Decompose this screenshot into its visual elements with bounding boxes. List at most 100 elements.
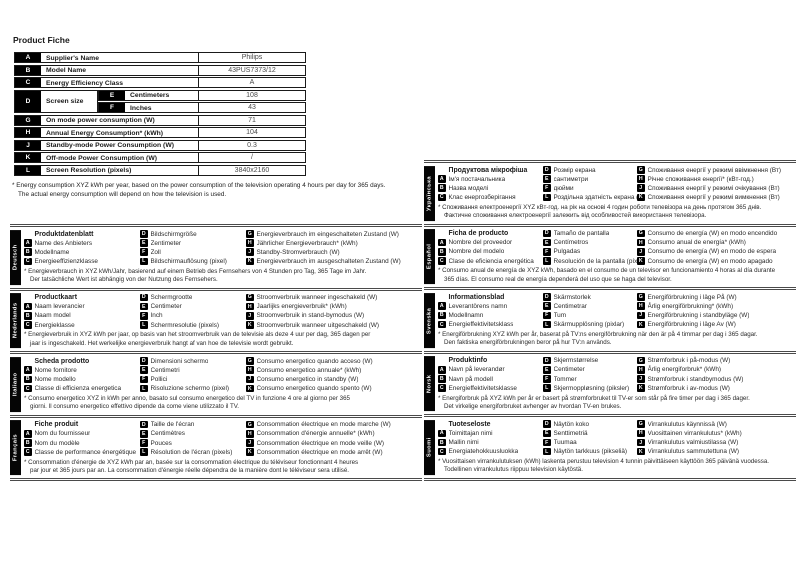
key-badge: B (438, 248, 446, 256)
section-columns: Продуктова мікрофіша A Ім'я постачальника B… (438, 166, 796, 203)
key-badge: D (543, 356, 551, 365)
key-badge: B (24, 375, 32, 384)
section-col1: Продуктова мікрофіша A Ім'я постачальника B… (438, 166, 543, 203)
list-item: F Tommer (543, 375, 637, 384)
row-value: 104 (198, 128, 305, 137)
entry-label: Клас енергозберігання (448, 194, 516, 202)
entry-label: Consommation d'énergie annuelle* (kWh) (256, 430, 375, 438)
entry-label: Classe di efficienza energetica (34, 385, 122, 393)
section-footnote-line1: * Consommation d'énergie de XYZ kWh par … (24, 458, 359, 466)
section-col1: Produktdatenblatt A Name des Anbieters B Mod… (24, 230, 140, 267)
key-badge: K (637, 384, 645, 392)
screen-size-subrows: E Centimeters 108 F Inches 43 (98, 89, 306, 113)
language-section-right-4: Suomi Tuoteseloste A Toimittajan nimi B Malli… (424, 414, 796, 478)
entry-label: Clase de eficiencia energética (448, 257, 534, 265)
section-columns: Produktinfo A Navn på leverandør B Navn på m… (438, 356, 796, 393)
row-key-badge: D (15, 90, 41, 112)
list-item: C Classe di efficienza energetica (24, 384, 140, 393)
key-badge: J (637, 248, 645, 256)
row-key-badge: L (15, 165, 41, 175)
list-item: J Standby-Stromverbrauch (W) (246, 248, 422, 257)
section-footnote-line2: Den faktiska energiförbrukningen beror p… (444, 339, 612, 347)
entry-label: Taille de l'écran (150, 421, 195, 429)
section-col1: Scheda prodotto A Nome fornitore B Nome mode… (24, 357, 140, 394)
key-badge: D (543, 229, 551, 238)
list-item: E Centimetrar (543, 302, 637, 311)
list-item: J Consumo de energía (W) en modo de esper… (637, 247, 796, 256)
section-col2: D Bildschirmgröße E Zentimeter F Zoll L Bildsch… (140, 230, 246, 267)
entry-label: Jaarlijks energieverbruik* (kWh) (256, 303, 347, 311)
key-badge: A (24, 239, 32, 247)
list-item: C Energiatehokkuusluokka (438, 447, 543, 456)
key-badge: L (543, 384, 551, 392)
list-item: A Navn på leverandør (438, 365, 543, 374)
section-col2: D Skjermstørrelse E Centimeter F Tommer L Skjer… (543, 356, 637, 393)
key-badge: H (637, 302, 645, 310)
row-value: / (198, 153, 305, 162)
key-badge: B (438, 184, 446, 192)
entry-label: Consumo anual de energía* (kWh) (647, 239, 746, 247)
key-badge: G (637, 420, 645, 428)
key-badge: C (438, 257, 446, 265)
language-section-left-1: Nederlands Productkaart A Naam leverancier B… (10, 287, 422, 352)
list-item: J Strømforbruk i standbymodus (W) (637, 375, 796, 384)
key-badge: K (637, 447, 645, 456)
row-label: Centimeters (130, 92, 170, 99)
key-badge: A (24, 302, 32, 311)
list-item: F Pulgadas (543, 247, 637, 256)
section-footnote-line2: jaar is ingeschakeld. Het werkelijke ene… (30, 339, 294, 347)
list-item: H Consumo energetico annuale* (kWh) (246, 366, 422, 375)
list-item: J Consommation électrique en mode veille … (246, 439, 422, 448)
section-footnote-line2: giorni. Il consumo energetico effettivo … (30, 403, 240, 411)
key-badge: D (543, 166, 551, 174)
key-badge: K (246, 448, 254, 456)
entry-label: Consumo energetico in standby (W) (256, 376, 359, 384)
list-item: H Consumo anual de energía* (kWh) (637, 238, 796, 247)
list-item: K Consommation électrique en mode arrêt (… (246, 448, 422, 457)
section-footnote-line1: * Споживання електроенергії XYZ кВт-год.… (438, 203, 762, 211)
key-badge: K (246, 321, 254, 329)
section-footnote: * Consommation d'énergie de XYZ kWh par … (24, 459, 422, 476)
section-title: Informationsblad (448, 293, 505, 301)
entry-label: Назва моделі (448, 184, 489, 192)
entry-label: Energiatehokkuusluokka (448, 448, 519, 456)
list-item: H Річне споживання енергії* (кВт-год.) (637, 175, 796, 184)
list-item: C Energieklasse (24, 321, 140, 330)
section-title: Продуктова мікрофіша (448, 166, 528, 174)
list-item: B Nombre del modelo (438, 247, 543, 256)
section-footnote: * Vuosittaisen virrankulutuksen (kWh) la… (438, 458, 796, 475)
list-item: E Centimetri (140, 366, 246, 375)
entry-label: сантиметри (553, 175, 589, 183)
key-badge: F (543, 375, 551, 383)
list-item: E Zentimeter (140, 239, 246, 248)
language-tab: Suomi (424, 419, 435, 475)
key-badge: E (543, 366, 551, 374)
key-badge: J (246, 248, 254, 256)
language-tab: Nederlands (10, 293, 21, 349)
entry-label: Virrankulutus käynnissä (W) (647, 420, 727, 428)
section-footnote: * Energiförbrukning XYZ kWh per år, base… (438, 331, 796, 348)
key-badge: C (24, 321, 32, 329)
list-item: H Jaarlijks energieverbruik* (kWh) (246, 302, 422, 311)
section-col1: Fiche produit A Nom du fournisseur B Nom du … (24, 420, 140, 457)
entry-label: Stroomverbruik in stand-bymodus (W) (256, 312, 365, 320)
list-item: J Consumo energetico in standby (W) (246, 375, 422, 384)
entry-label: Nome modello (34, 376, 76, 384)
key-badge: J (637, 375, 645, 383)
list-item: G Consumo de energía (W) en modo encendid… (637, 229, 796, 238)
list-item: H Årlig energiforbruk* (kWh) (637, 365, 796, 374)
entry-label: Nombre del modelo (448, 248, 505, 256)
list-item: A Naam leverancier (24, 302, 140, 311)
key-badge: J (637, 184, 645, 192)
list-item: K Stroomverbruik wanneer uitgeschakeld (W… (246, 321, 422, 330)
row-label: Off-mode Power Consumption (W) (46, 154, 158, 162)
list-item: F Zoll (140, 248, 246, 257)
key-badge: H (637, 175, 645, 183)
section-col2: D Schermgrootte E Centimeter F Inch L Schermres… (140, 293, 246, 330)
section-footnote-line1: * Consumo energetico XYZ in kWh per anno… (24, 394, 350, 402)
entry-label: Modellnamn (448, 312, 484, 320)
list-item: D Tamaño de pantalla (543, 229, 637, 238)
section-footnote: * Споживання електроенергії XYZ кВт-год.… (438, 204, 796, 221)
key-badge: D (543, 420, 551, 428)
